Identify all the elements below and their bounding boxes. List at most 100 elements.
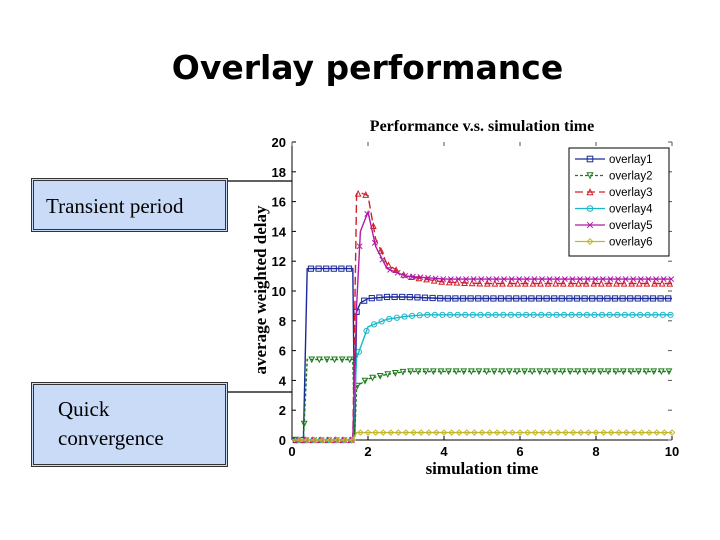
legend-box <box>568 147 670 257</box>
series-line-overlay3 <box>292 191 672 441</box>
marker-overlay4-36 <box>568 311 575 318</box>
quick-convergence-line1: Quick <box>58 397 110 421</box>
marker-overlay3-49 <box>666 279 674 287</box>
marker-overlay1-21 <box>452 295 459 302</box>
marker-overlay6-37 <box>577 429 585 436</box>
marker-overlay3-43 <box>620 279 628 287</box>
marker-overlay2-44 <box>627 368 635 376</box>
marker-overlay4-24 <box>477 311 484 318</box>
marker-overlay1-47 <box>649 295 657 302</box>
marker-overlay1-31 <box>528 295 535 302</box>
marker-overlay4-11 <box>378 318 385 325</box>
marker-overlay1-46 <box>642 295 649 302</box>
marker-overlay3-27 <box>499 279 506 287</box>
marker-overlay5-20 <box>447 276 454 283</box>
marker-overlay3-25 <box>483 279 491 287</box>
marker-overlay3-46 <box>643 279 651 287</box>
marker-overlay6-32 <box>539 429 547 436</box>
x-tick-label-6: 6 <box>516 444 523 459</box>
series-overlay3 <box>292 189 674 444</box>
marker-overlay1-49 <box>665 295 672 302</box>
x-tick-label-2: 2 <box>364 444 371 459</box>
marker-overlay4-33 <box>545 311 552 318</box>
marker-overlay4-16 <box>416 312 423 319</box>
marker-overlay3-34 <box>552 279 560 287</box>
marker-overlay4-29 <box>515 311 522 318</box>
marker-overlay2-18 <box>429 368 437 376</box>
marker-overlay2-9 <box>361 377 369 385</box>
marker-overlay3-44 <box>628 279 636 287</box>
marker-overlay5-18 <box>432 275 439 282</box>
marker-overlay5-49 <box>668 276 675 283</box>
chart-title: Performance v.s. simulation time <box>370 118 594 135</box>
chart-legend: overlay1 overlay2 overlay3 overlay4 overlay5… <box>568 147 670 257</box>
quick-convergence-callout: Quick convergence <box>31 382 228 467</box>
legend-marker-overlay2 <box>586 172 594 180</box>
y-tick-label-0: 0 <box>279 433 286 448</box>
marker-overlay3-23 <box>468 279 476 287</box>
marker-overlay3-37 <box>575 279 582 287</box>
marker-overlay2-42 <box>612 368 620 376</box>
marker-overlay6-5 <box>334 436 341 444</box>
marker-overlay2-6 <box>338 356 346 364</box>
marker-overlay1-13 <box>391 293 398 301</box>
marker-overlay4-32 <box>538 311 545 318</box>
marker-overlay2-40 <box>597 368 604 376</box>
marker-overlay6-2 <box>311 436 319 444</box>
marker-overlay2-45 <box>635 368 642 376</box>
legend-label-overlay4: overlay4 <box>609 204 653 216</box>
marker-overlay1-35 <box>558 295 565 302</box>
transient-period-label: Transient period <box>46 194 184 218</box>
marker-overlay3-39 <box>590 279 598 287</box>
marker-overlay1-3 <box>315 265 322 272</box>
series-overlay1 <box>292 265 672 444</box>
marker-overlay1-32 <box>535 295 543 302</box>
marker-overlay2-1 <box>300 420 308 428</box>
marker-overlay1-24 <box>475 295 482 302</box>
marker-overlay1-17 <box>421 294 429 301</box>
marker-overlay2-26 <box>490 368 498 376</box>
marker-overlay2-4 <box>323 356 331 364</box>
marker-overlay2-2 <box>308 356 316 364</box>
marker-overlay1-37 <box>573 295 581 302</box>
marker-overlay6-24 <box>478 429 486 436</box>
marker-overlay1-36 <box>566 295 573 302</box>
marker-overlay6-43 <box>623 429 630 436</box>
marker-overlay6-46 <box>645 429 653 436</box>
marker-overlay4-48 <box>659 311 666 318</box>
marker-overlay5-25 <box>485 276 492 283</box>
marker-overlay2-21 <box>452 368 460 376</box>
marker-overlay2-31 <box>528 368 536 376</box>
marker-overlay3-10 <box>369 222 377 229</box>
series-overlay6 <box>292 429 676 444</box>
marker-overlay1-27 <box>497 295 505 302</box>
marker-overlay2-46 <box>642 368 650 376</box>
marker-overlay5-12 <box>387 266 393 273</box>
marker-overlay3-8 <box>354 189 362 197</box>
marker-overlay4-20 <box>446 311 454 318</box>
marker-overlay4-43 <box>621 311 628 318</box>
series-layer <box>292 189 676 444</box>
marker-overlay3-32 <box>537 279 544 287</box>
marker-overlay3-22 <box>461 279 468 286</box>
marker-overlay6-49 <box>668 429 676 436</box>
marker-overlay2-39 <box>589 368 597 376</box>
marker-overlay5-33 <box>546 276 553 283</box>
marker-overlay6-39 <box>592 429 600 436</box>
marker-overlay1-25 <box>482 295 489 302</box>
y-tick-label-20: 20 <box>272 135 286 150</box>
marker-overlay5-48 <box>660 276 667 283</box>
marker-overlay6-13 <box>395 429 402 436</box>
marker-overlay5-41 <box>607 276 614 283</box>
marker-overlay1-38 <box>581 295 588 302</box>
marker-overlay6-35 <box>562 429 569 436</box>
marker-overlay5-26 <box>493 276 500 283</box>
marker-overlay6-7 <box>349 436 357 444</box>
marker-overlay2-8 <box>353 382 361 390</box>
marker-overlay2-35 <box>559 368 566 376</box>
marker-overlay1-43 <box>619 295 626 302</box>
marker-overlay2-49 <box>665 368 673 376</box>
marker-overlay4-26 <box>492 311 499 318</box>
y-tick-label-10: 10 <box>272 284 286 299</box>
marker-overlay3-26 <box>491 279 499 287</box>
